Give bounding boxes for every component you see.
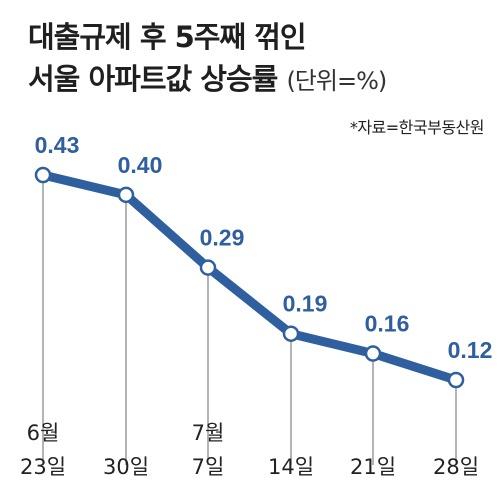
data-point [282, 325, 300, 342]
value-label: 0.16 [365, 311, 410, 337]
chart-title-text: 서울 아파트값 상승률 [28, 62, 278, 96]
x-tick-day: 7일 [192, 455, 225, 479]
x-tick-day: 30일 [103, 455, 149, 479]
unit-label: (단위=%) [286, 67, 387, 95]
x-tick-month: 7월 [192, 421, 225, 445]
series-line [38, 170, 461, 385]
x-tick-day: 28일 [433, 455, 479, 479]
x-tick-day: 14일 [268, 455, 314, 479]
value-label: 0.12 [448, 337, 493, 363]
data-point [364, 345, 382, 362]
value-label: 0.40 [118, 152, 163, 178]
x-tick-month: 6월 [27, 421, 60, 445]
data-point [447, 371, 465, 389]
value-label: 0.43 [35, 132, 80, 158]
value-label: 0.29 [200, 225, 245, 251]
value-label: 0.19 [283, 291, 328, 317]
source-note: *자료=한국부동산원 [349, 118, 485, 137]
x-tick-day: 21일 [350, 455, 396, 479]
x-tick-day: 23일 [20, 455, 66, 479]
chart-title-line1: 대출규제 후 5주째 꺾인 [28, 20, 307, 54]
data-point [117, 186, 135, 204]
data-point [34, 166, 52, 184]
data-point [199, 259, 217, 276]
chart-title-line2: 서울 아파트값 상승률 (단위=%) [28, 56, 387, 98]
